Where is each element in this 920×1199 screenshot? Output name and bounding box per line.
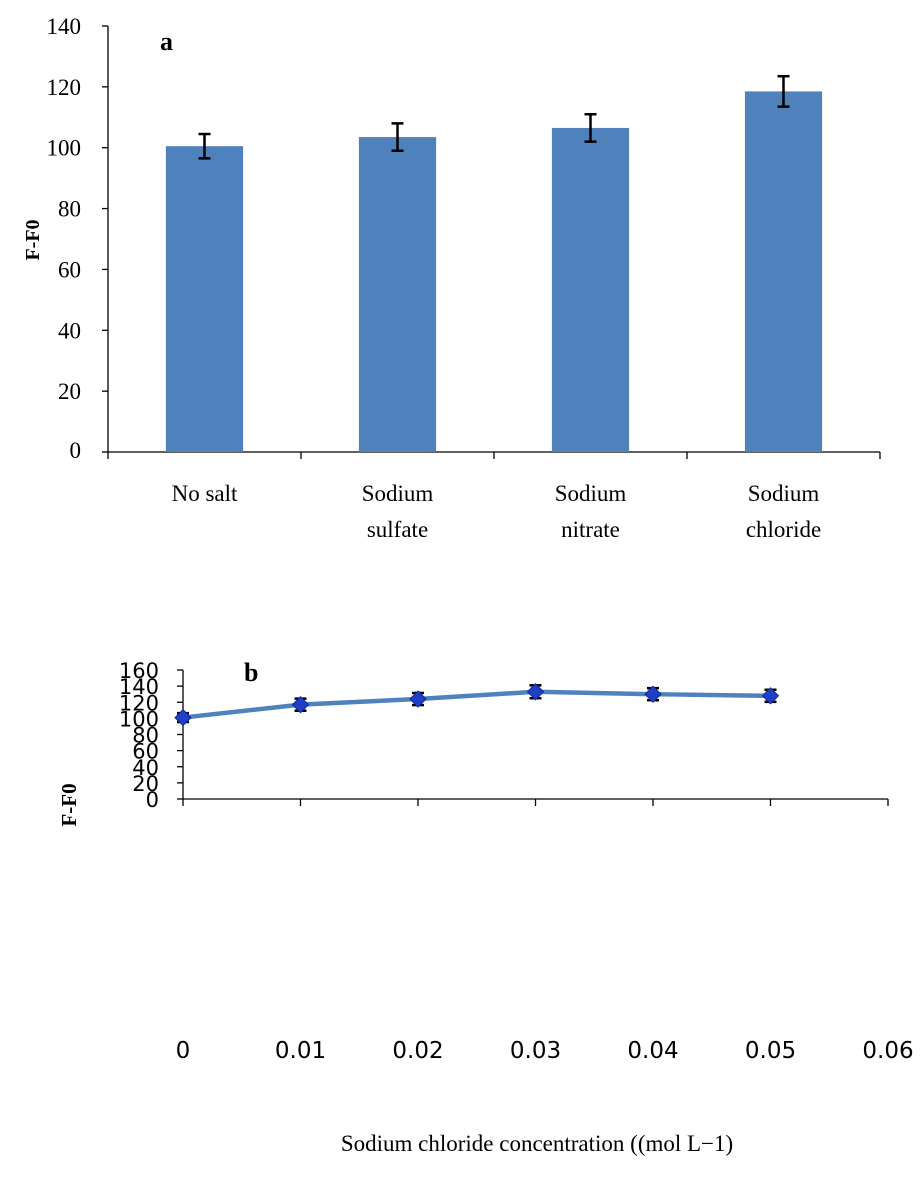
data-point	[761, 687, 780, 705]
x-tick-label: nitrate	[561, 517, 620, 542]
y-tick-label: 20	[132, 772, 159, 796]
bar	[165, 146, 244, 452]
x-tick-label: 0	[176, 1038, 191, 1064]
x-tick-label: 0.05	[745, 1038, 796, 1064]
y-tick-label: 0	[70, 438, 82, 463]
y-tick-label: 120	[119, 691, 159, 715]
data-point	[526, 683, 545, 701]
y-tick-label: 120	[47, 75, 82, 100]
x-axis-title: Sodium chloride concentration ((mol L−1)	[341, 1131, 733, 1156]
y-tick-label: 140	[47, 14, 82, 39]
y-tick-label: 0	[146, 788, 159, 812]
x-tick-label: 0.01	[275, 1038, 326, 1064]
panel-label: b	[244, 658, 258, 687]
data-point	[644, 685, 662, 703]
y-tick-label: 60	[132, 740, 159, 764]
y-axis-title: F-F0	[57, 783, 81, 826]
y-tick-label: 60	[58, 257, 81, 282]
x-tick-label: 0.04	[627, 1038, 678, 1064]
y-tick-label: 40	[58, 318, 81, 343]
x-tick-label: sulfate	[367, 517, 428, 542]
y-tick-label: 160	[119, 659, 159, 683]
x-tick-label: chloride	[746, 517, 821, 542]
x-tick-label: 0.03	[510, 1038, 561, 1064]
bar	[744, 91, 823, 453]
data-point	[409, 690, 427, 708]
x-tick-label: Sodium	[555, 481, 627, 506]
y-tick-label: 80	[58, 197, 81, 222]
chart-a: 0 20 40 60 80 100 120 140 No salt Sodium sulfate So…	[22, 14, 881, 542]
series-line	[182, 689, 771, 720]
x-tick-label: 0.06	[862, 1038, 913, 1064]
y-tick-label: 140	[119, 675, 159, 699]
x-tick-label: Sodium	[362, 481, 434, 506]
data-point	[291, 695, 310, 714]
bar	[551, 127, 630, 452]
panel-label: a	[160, 27, 173, 56]
y-tick-label: 100	[119, 707, 159, 731]
bar	[358, 137, 437, 453]
x-tick-label: Sodium	[748, 481, 820, 506]
data-point	[174, 708, 192, 727]
x-tick-label: No salt	[172, 481, 238, 506]
y-axis-title: F-F0	[22, 219, 44, 260]
x-tick-label: 0.02	[392, 1038, 443, 1064]
y-tick-label: 100	[47, 136, 82, 161]
y-tick-label: 40	[132, 756, 159, 780]
y-tick-label: 80	[132, 724, 159, 748]
y-tick-label: 20	[58, 379, 81, 404]
